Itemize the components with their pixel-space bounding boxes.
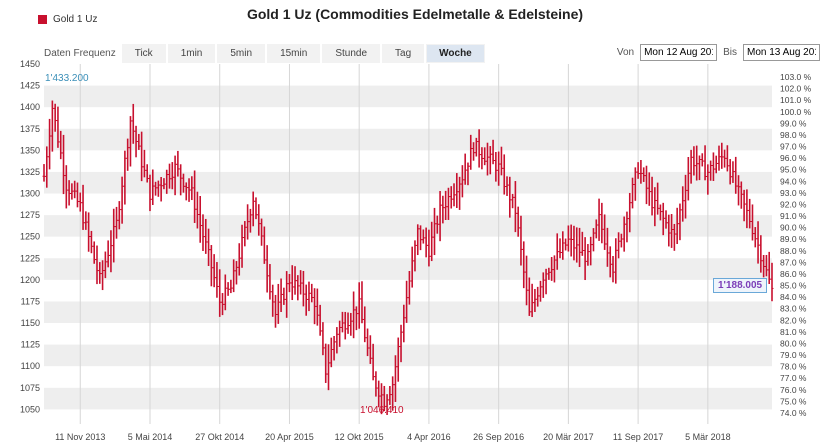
y-tick-label: 1450 — [20, 59, 40, 69]
y-tick-label: 1125 — [21, 340, 40, 350]
x-tick-label: 20 Mär 2017 — [543, 432, 594, 442]
x-tick-label: 5 Mär 2018 — [685, 432, 731, 442]
y-right-tick-label: 87.0 % — [780, 257, 807, 267]
y-tick-label: 1150 — [21, 318, 40, 328]
y-right-tick-label: 80.0 % — [780, 338, 807, 348]
y-axis-right: 74.0 % 75.0 %76.0 % 77.0 %78.0 % 79.0 % 80.0… — [780, 72, 812, 418]
y-tick-label: 1175 — [21, 296, 40, 306]
x-axis: 11 Nov 2013 5 Mai 2014 27 Okt 2014 20 Apr 2… — [55, 432, 731, 442]
x-tick-label: 4 Apr 2016 — [407, 432, 451, 442]
y-right-tick-label: 95.0 % — [780, 165, 807, 175]
freq-1min-button[interactable]: 1min — [167, 44, 216, 63]
y-right-tick-label: 79.0 % — [780, 350, 807, 360]
x-tick-label: 20 Apr 2015 — [265, 432, 314, 442]
grid-bands — [44, 85, 772, 410]
grid-band — [44, 344, 772, 367]
to-label: Bis — [723, 47, 737, 58]
y-tick-label: 1275 — [20, 210, 40, 220]
y-tick-label: 1075 — [20, 383, 40, 393]
freq-stunde-button[interactable]: Stunde — [322, 44, 381, 63]
grid-band — [44, 215, 772, 237]
x-tick-label: 26 Sep 2016 — [473, 432, 524, 442]
freq-tick-button[interactable]: Tick — [121, 44, 166, 63]
y-right-tick-label: 103.0 % — [780, 72, 812, 82]
y-right-tick-label: 96.0 % — [780, 153, 807, 163]
y-tick-label: 1250 — [20, 232, 40, 242]
y-right-tick-label: 77.0 % — [780, 373, 807, 383]
y-right-tick-label: 83.0 % — [780, 304, 807, 314]
ohlc-bars — [42, 100, 774, 415]
high-annotation: 1'433.200 — [45, 73, 89, 84]
from-date-input[interactable] — [640, 44, 718, 61]
y-right-tick-label: 84.0 % — [780, 292, 807, 302]
freq-tag-button[interactable]: Tag — [382, 44, 425, 63]
y-right-tick-label: 102.0 % — [780, 84, 812, 94]
x-tick-label: 11 Nov 2013 — [55, 432, 105, 442]
y-tick-label: 1325 — [20, 167, 40, 177]
freq-5min-button[interactable]: 5min — [217, 44, 266, 63]
y-right-tick-label: 82.0 % — [780, 315, 807, 325]
y-right-tick-label: 90.0 % — [780, 223, 807, 233]
y-right-tick-label: 101.0 % — [780, 95, 812, 105]
y-tick-label: 1400 — [20, 102, 40, 112]
y-right-tick-label: 91.0 % — [780, 211, 807, 221]
legend: Gold 1 Uz — [38, 14, 97, 25]
page-title: Gold 1 Uz (Commodities Edelmetalle & Ede… — [246, 6, 584, 22]
y-right-tick-label: 78.0 % — [780, 362, 807, 372]
legend-label: Gold 1 Uz — [53, 14, 98, 25]
grid-band — [44, 171, 772, 194]
y-right-tick-label: 97.0 % — [780, 142, 807, 152]
frequency-label: Daten Frequenz — [44, 48, 116, 59]
y-right-tick-label: 86.0 % — [780, 269, 807, 279]
freq-woche-button[interactable]: Woche — [426, 44, 485, 63]
x-tick-label: 12 Okt 2015 — [335, 432, 384, 442]
y-right-tick-label: 89.0 % — [780, 234, 807, 244]
legend-swatch — [38, 15, 47, 24]
x-tick-label: 27 Okt 2014 — [195, 432, 244, 442]
y-right-tick-label: 98.0 % — [780, 130, 807, 140]
x-tick-label: 5 Mai 2014 — [128, 432, 173, 442]
y-right-tick-label: 85.0 % — [780, 281, 807, 291]
frequency-toolbar: Daten Frequenz Tick 1min 5min 15min Stun… — [44, 44, 487, 63]
x-tick-label: 11 Sep 2017 — [613, 432, 663, 442]
y-right-tick-label: 99.0 % — [780, 118, 807, 128]
y-axis-left: 1050 1075 1100 1125 1150 1175 1200 1225 1250 1275… — [20, 59, 40, 414]
y-right-tick-label: 92.0 % — [780, 199, 807, 209]
grid-band — [44, 387, 772, 410]
last-price-annotation: 1'188.005 — [713, 278, 768, 293]
y-tick-label: 1200 — [20, 275, 40, 285]
y-tick-label: 1300 — [20, 189, 40, 199]
y-tick-label: 1425 — [20, 81, 40, 91]
y-tick-label: 1350 — [20, 145, 40, 155]
y-right-tick-label: 100.0 % — [780, 107, 812, 117]
y-tick-label: 1050 — [20, 404, 40, 414]
from-label: Von — [616, 47, 635, 58]
y-right-tick-label: 88.0 % — [780, 246, 807, 256]
y-right-tick-label: 81.0 % — [780, 327, 807, 337]
x-gridlines — [79, 64, 709, 424]
grid-band — [44, 258, 772, 280]
grid-band — [44, 85, 772, 108]
y-tick-label: 1225 — [20, 253, 40, 263]
y-right-tick-label: 94.0 % — [780, 176, 807, 186]
freq-15min-button[interactable]: 15min — [267, 44, 321, 63]
low-annotation: 1'046.410 — [360, 405, 404, 416]
date-range: Von Bis — [617, 44, 820, 61]
y-tick-label: 1375 — [20, 124, 40, 134]
y-right-tick-label: 76.0 % — [780, 385, 807, 395]
grid-band — [44, 301, 772, 324]
y-right-tick-label: 75.0 % — [780, 396, 807, 406]
y-tick-label: 1100 — [21, 361, 40, 371]
to-date-input[interactable] — [743, 44, 820, 61]
y-right-tick-label: 93.0 % — [780, 188, 807, 198]
y-right-tick-label: 74.0 % — [780, 408, 807, 418]
grid-band — [44, 128, 772, 151]
